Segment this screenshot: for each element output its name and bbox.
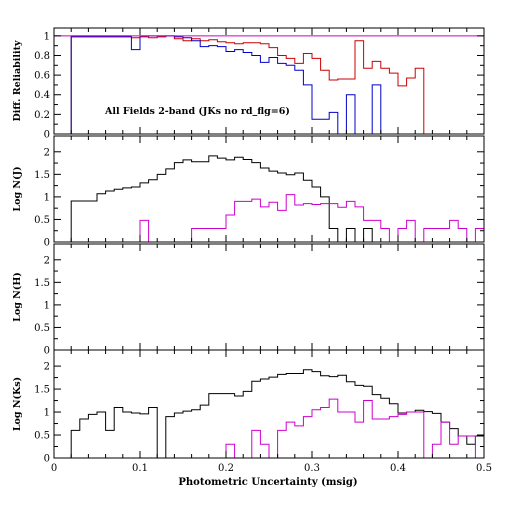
y-tick-label: 0.5 <box>34 431 50 442</box>
panel-logNJ: 0 0.5 1 1.5 2 Log N(J) <box>12 135 485 249</box>
y-tick-label: 1 <box>44 408 50 419</box>
panel-frame <box>53 135 485 243</box>
y-tick-label: 1 <box>44 300 50 311</box>
x-tick-label: 0.5 <box>476 463 492 474</box>
panel-annotation: All Fields 2-band (JKs no rd_flg=6) <box>104 106 290 117</box>
y-tick-label: 0 <box>44 130 50 141</box>
y-tick-label: 0.6 <box>34 71 50 82</box>
y-tick-label: 1.5 <box>34 278 50 289</box>
y-tick-label: 0.2 <box>34 110 50 121</box>
y-tick-label: 0.8 <box>34 51 50 62</box>
series-blue-reliability <box>54 35 484 135</box>
series-red-reliability <box>70 35 484 135</box>
y-tick-label: 0.5 <box>34 215 50 226</box>
y-tick-label: 1 <box>44 192 50 203</box>
x-tick-label: 0.4 <box>390 463 406 474</box>
y-tick-label: 2 <box>44 147 50 158</box>
y-tick-label: 0 <box>44 346 50 357</box>
y-tick-label: 0.5 <box>34 323 50 334</box>
x-tick-label: 0.2 <box>218 463 234 474</box>
y-tick-label: 1.5 <box>34 170 50 181</box>
y-axis-label: Log N(J) <box>12 166 23 211</box>
panel-logNH: 0 0.5 1 1.5 2 Log N(H) <box>12 243 485 357</box>
y-tick-label: 0.4 <box>34 90 50 101</box>
panel-frame <box>53 349 485 459</box>
panel-reliability: 0 0.2 0.4 0.6 0.8 1 Diff. Reliability All Field… <box>12 27 485 141</box>
series-black-logNJ <box>54 155 484 243</box>
series-magenta-logNKs <box>54 398 484 459</box>
x-tick-label: 0.3 <box>304 463 320 474</box>
y-tick-label: 0 <box>44 238 50 249</box>
x-tick-label: 0.1 <box>132 463 148 474</box>
y-tick-label: 1 <box>44 31 50 42</box>
panel-frame <box>53 243 485 351</box>
y-tick-label: 1.5 <box>34 385 50 396</box>
series-magenta-logNJ <box>54 194 484 243</box>
panel-frame <box>53 27 485 135</box>
x-tick-label: 0 <box>51 463 57 474</box>
y-tick-label: 2 <box>44 362 50 373</box>
y-axis-label: Diff. Reliability <box>12 40 23 121</box>
y-tick-label: 2 <box>44 255 50 266</box>
panel-logNKs: 0 0.5 1 1.5 2 Log N(Ks) <box>12 349 485 465</box>
x-axis-label: Photometric Uncertainty (msig) <box>178 477 357 488</box>
y-axis-label: Log N(H) <box>12 272 23 322</box>
x-axis: Photometric Uncertainty (msig) 0 0.1 0.2 0.… <box>51 463 492 488</box>
y-axis-label: Log N(Ks) <box>12 377 23 431</box>
y-tick-label: 0 <box>44 454 50 465</box>
panels-layer: 0 0.2 0.4 0.6 0.8 1 Diff. Reliability All Field… <box>12 27 485 465</box>
